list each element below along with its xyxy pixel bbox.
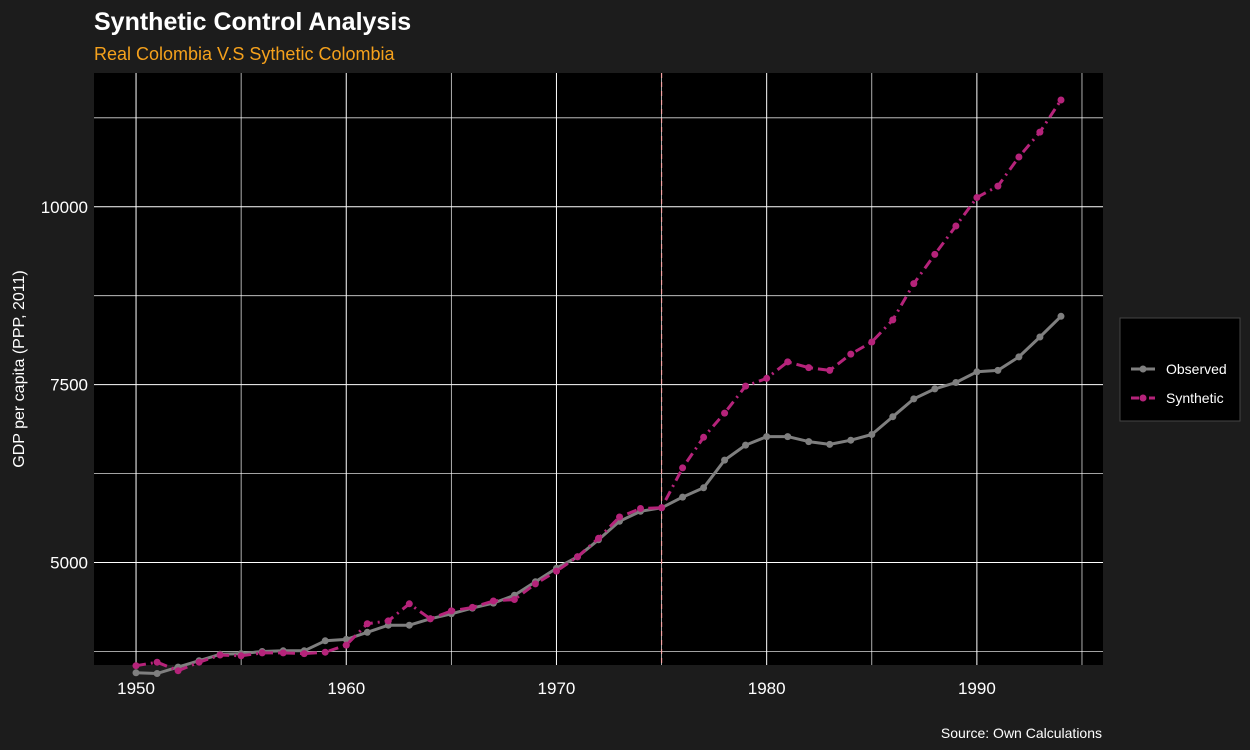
plot-panel (94, 73, 1103, 665)
y-axis-label: GDP per capita (PPP, 2011) (11, 270, 28, 467)
data-point-synthetic (889, 316, 897, 324)
data-point-synthetic (658, 504, 666, 512)
x-tick-label: 1950 (117, 679, 155, 698)
data-point-observed (1057, 312, 1065, 320)
legend-point-synthetic (1139, 394, 1147, 402)
data-point-observed (679, 493, 687, 501)
data-point-synthetic (973, 194, 981, 201)
data-point-observed (826, 440, 834, 448)
data-point-synthetic (553, 567, 560, 575)
data-point-synthetic (489, 597, 497, 605)
data-point-synthetic (468, 603, 476, 611)
data-point-synthetic (847, 350, 855, 358)
data-point-synthetic (384, 617, 392, 625)
x-tick-label: 1970 (538, 679, 576, 698)
data-point-observed (910, 395, 918, 403)
data-point-observed (952, 379, 960, 386)
data-point-observed (868, 431, 876, 438)
data-point-synthetic (595, 534, 602, 542)
data-point-synthetic (447, 607, 455, 615)
grid-layer (94, 73, 1103, 665)
data-point-synthetic (1057, 96, 1065, 104)
data-point-observed (805, 438, 813, 446)
data-point-synthetic (426, 615, 434, 623)
data-point-observed (889, 413, 897, 421)
data-point-synthetic (132, 662, 140, 670)
data-point-synthetic (805, 364, 813, 372)
data-point-synthetic (195, 658, 203, 666)
legend-key-observed (1131, 365, 1155, 373)
x-tick-label: 1960 (327, 679, 365, 698)
data-point-synthetic (826, 366, 834, 374)
y-tick-label: 5000 (50, 554, 88, 573)
data-point-synthetic (405, 600, 413, 608)
series-layer (132, 96, 1065, 677)
chart-caption: Source: Own Calculations (941, 725, 1102, 741)
tick-label-layer: 1950 1960 1970 1980 1990 5000 7500 10000 (41, 198, 996, 698)
data-point-synthetic (153, 658, 161, 666)
x-tick-label: 1980 (748, 679, 786, 698)
legend-point-observed (1139, 365, 1147, 373)
data-point-synthetic (321, 648, 329, 656)
legend: Observed Synthetic (1119, 317, 1241, 422)
data-point-synthetic (679, 464, 687, 472)
data-point-synthetic (868, 338, 876, 346)
data-point-synthetic (763, 374, 771, 382)
data-point-synthetic (700, 433, 708, 441)
y-tick-label: 10000 (41, 198, 88, 217)
data-point-observed (973, 368, 981, 376)
data-point-synthetic (363, 620, 371, 628)
chart-subtitle: Real Colombia V.S Sythetic Colombia (94, 44, 395, 64)
data-point-observed (700, 484, 708, 492)
data-point-observed (132, 669, 140, 677)
data-point-synthetic (342, 641, 350, 649)
data-point-synthetic (510, 596, 518, 603)
data-point-observed (847, 436, 855, 444)
data-point-synthetic (216, 651, 224, 659)
data-point-synthetic (721, 409, 729, 417)
data-point-synthetic (952, 222, 960, 230)
data-point-observed (784, 433, 792, 441)
data-point-observed (763, 433, 771, 441)
data-point-observed (742, 441, 750, 449)
chart-title: Synthetic Control Analysis (94, 8, 411, 36)
data-point-synthetic (300, 650, 308, 658)
data-point-synthetic (637, 505, 644, 512)
data-point-observed (342, 635, 350, 643)
y-tick-label: 7500 (50, 376, 88, 395)
data-point-synthetic (574, 553, 581, 561)
data-point-synthetic (931, 250, 939, 258)
data-point-observed (1015, 353, 1023, 361)
data-point-observed (321, 637, 329, 645)
data-point-observed (153, 670, 161, 677)
data-point-synthetic (616, 513, 623, 521)
data-point-observed (721, 456, 729, 464)
legend-key-synthetic (1131, 394, 1155, 402)
data-point-synthetic (742, 382, 750, 390)
legend-label-synthetic: Synthetic (1166, 390, 1224, 406)
data-point-synthetic (1015, 153, 1023, 161)
data-point-observed (1036, 333, 1044, 341)
data-point-synthetic (994, 182, 1002, 190)
data-point-observed (931, 385, 939, 393)
data-point-synthetic (1036, 128, 1044, 136)
data-point-observed (994, 366, 1002, 374)
data-point-synthetic (258, 649, 266, 657)
x-tick-label: 1990 (958, 679, 996, 698)
legend-label-observed: Observed (1166, 361, 1227, 377)
data-point-observed (405, 621, 413, 629)
data-point-synthetic (531, 580, 539, 588)
data-point-synthetic (237, 652, 245, 660)
data-point-synthetic (279, 649, 287, 657)
data-point-synthetic (910, 280, 918, 288)
data-point-synthetic (784, 358, 792, 366)
data-point-synthetic (174, 667, 182, 675)
data-point-observed (363, 628, 371, 636)
